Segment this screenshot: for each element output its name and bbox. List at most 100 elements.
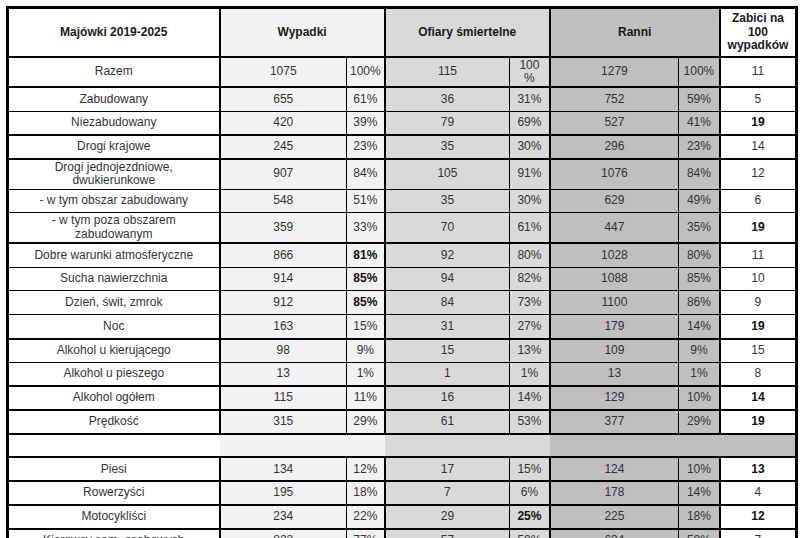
cell-wypadki-pct: 85%: [347, 291, 385, 315]
table-row-noc: Noc 163 15% 31 27% 179 14% 19: [8, 315, 797, 339]
cell-zabici: 4: [720, 481, 797, 505]
row-label: Prędkość: [8, 410, 220, 434]
header-zabici-text: Zabici na 100 wypadków: [727, 12, 789, 52]
cell-wypadki-n: 234: [220, 505, 347, 529]
row-label: Piesi: [8, 457, 220, 481]
cell-wypadki-pct: 23%: [347, 135, 385, 159]
cell-zabici: 5: [720, 87, 797, 111]
cell-ofiary-n: 79: [385, 111, 510, 135]
cell-ranni-n: 1100: [550, 291, 679, 315]
cell-ranni-n: 1028: [550, 243, 679, 267]
cell-ofiary-pct: 27%: [510, 315, 550, 339]
cell-wypadki-n: 195: [220, 481, 347, 505]
spacer-cell: [720, 434, 797, 458]
cell-ofiary-pct: 61%: [510, 213, 550, 243]
header-ofiary-smiertelne: Ofiary śmiertelne: [385, 8, 550, 57]
cell-ofiary-n: 7: [385, 481, 510, 505]
table-row-w-tym-obszar-zabudowany: - w tym obszar zabudowany 548 51% 35 30%…: [8, 189, 797, 213]
cell-ranni-pct: 10%: [679, 386, 720, 410]
cell-ranni-pct: 23%: [679, 135, 720, 159]
cell-ofiary-pct: 53%: [510, 410, 550, 434]
cell-ranni-n: 1076: [550, 159, 679, 189]
cell-zabici: 19: [720, 111, 797, 135]
cell-wypadki-pct: 22%: [347, 505, 385, 529]
row-label: Kierowcy sam. osobowych: [8, 529, 220, 538]
row-label: Rowerzyści: [8, 481, 220, 505]
row-label: Motocykliści: [8, 505, 220, 529]
cell-wypadki-n: 907: [220, 159, 347, 189]
table-row-alkohol-ogolem: Alkohol ogółem 115 11% 16 14% 129 10% 14: [8, 386, 797, 410]
cell-zabici: 8: [720, 362, 797, 386]
table-row-alkohol-u-kierujacego: Alkohol u kierującego 98 9% 15 13% 109 9…: [8, 339, 797, 363]
cell-zabici: 11: [720, 243, 797, 267]
cell-wypadki-n: 134: [220, 457, 347, 481]
row-label: - w tym poza obszarem zabudowanym: [8, 213, 220, 243]
cell-ranni-n: 225: [550, 505, 679, 529]
cell-zabici: 14: [720, 135, 797, 159]
row-label: Sucha nawierzchnia: [8, 267, 220, 291]
cell-ranni-n: 527: [550, 111, 679, 135]
header-zabici-na-100: Zabici na 100 wypadków: [720, 8, 797, 57]
header-ranni: Ranni: [550, 8, 720, 57]
cell-ranni-n: 179: [550, 315, 679, 339]
cell-ranni-pct: 35%: [679, 213, 720, 243]
cell-wypadki-pct: 100%: [347, 57, 385, 88]
cell-ofiary-n: 29: [385, 505, 510, 529]
cell-ranni-pct: 41%: [679, 111, 720, 135]
cell-zabici: 19: [720, 213, 797, 243]
cell-wypadki-n: 420: [220, 111, 347, 135]
cell-wypadki-pct: 12%: [347, 457, 385, 481]
table-row-motocyklisci: Motocykliści 234 22% 29 25% 225 18% 12: [8, 505, 797, 529]
cell-ofiary-pct: 100 %: [510, 57, 550, 88]
cell-ofiary-pct: 82%: [510, 267, 550, 291]
spacer-cell: [220, 434, 347, 458]
table-row-razem: Razem 1075 100% 115 100 % 1279 100% 11: [8, 57, 797, 88]
table-row-dobre-warunki: Dobre warunki atmosferyczne 866 81% 92 8…: [8, 243, 797, 267]
cell-wypadki-pct: 85%: [347, 267, 385, 291]
row-label: Zabudowany: [8, 87, 220, 111]
cell-ranni-n: 124: [550, 457, 679, 481]
cell-ofiary-pct: 80%: [510, 243, 550, 267]
cell-ofiary-pct: 25%: [510, 505, 550, 529]
cell-wypadki-n: 866: [220, 243, 347, 267]
cell-zabici: 7: [720, 529, 797, 538]
cell-ofiary-n: 17: [385, 457, 510, 481]
cell-ranni-pct: 1%: [679, 362, 720, 386]
cell-ranni-pct: 14%: [679, 315, 720, 339]
cell-ranni-n: 129: [550, 386, 679, 410]
cell-wypadki-n: 315: [220, 410, 347, 434]
cell-zabici: 6: [720, 189, 797, 213]
header-row: Majówki 2019-2025 Wypadki Ofiary śmierte…: [8, 8, 797, 57]
cell-wypadki-n: 655: [220, 87, 347, 111]
row-label: Dzień, świt, zmrok: [8, 291, 220, 315]
spacer-label-cell: [8, 434, 220, 458]
row-label: Drogi krajowe: [8, 135, 220, 159]
cell-ofiary-pct: 13%: [510, 339, 550, 363]
table-row-predkosc: Prędkość 315 29% 61 53% 377 29% 19: [8, 410, 797, 434]
cell-ranni-n: 629: [550, 189, 679, 213]
table-row-zabudowany: Zabudowany 655 61% 36 31% 752 59% 5: [8, 87, 797, 111]
row-label: Noc: [8, 315, 220, 339]
cell-ofiary-n: 84: [385, 291, 510, 315]
table-row-drogi-jednojezdniowe: Drogi jednojezdniowe, dwukierunkowe 907 …: [8, 159, 797, 189]
cell-ofiary-n: 92: [385, 243, 510, 267]
cell-ofiary-n: 1: [385, 362, 510, 386]
row-label: Alkohol u kierującego: [8, 339, 220, 363]
cell-zabici: 14: [720, 386, 797, 410]
cell-wypadki-n: 163: [220, 315, 347, 339]
cell-ofiary-n: 115: [385, 57, 510, 88]
cell-zabici: 10: [720, 267, 797, 291]
cell-ranni-n: 377: [550, 410, 679, 434]
cell-ofiary-pct: 1%: [510, 362, 550, 386]
cell-ranni-n: 634: [550, 529, 679, 538]
cell-ofiary-n: 70: [385, 213, 510, 243]
row-label: Niezabudowany: [8, 111, 220, 135]
cell-ofiary-pct: 31%: [510, 87, 550, 111]
cell-ranni-n: 13: [550, 362, 679, 386]
cell-wypadki-n: 115: [220, 386, 347, 410]
cell-ranni-pct: 18%: [679, 505, 720, 529]
spacer-cell: [385, 434, 510, 458]
cell-ofiary-n: 57: [385, 529, 510, 538]
cell-wypadki-pct: 18%: [347, 481, 385, 505]
cell-ranni-pct: 100%: [679, 57, 720, 88]
